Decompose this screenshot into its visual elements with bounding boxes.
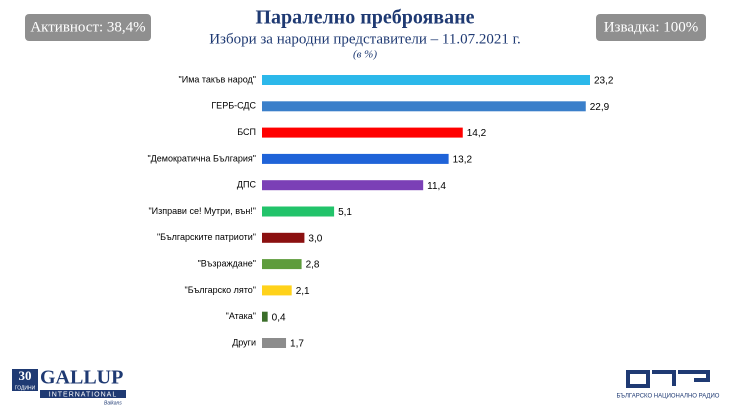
- bnr-logo: [626, 370, 710, 388]
- category-label: "Българските патриоти": [157, 232, 256, 242]
- category-label: Други: [232, 337, 256, 347]
- logo-text: БЪЛГАРСКО НАЦИОНАЛНО РАДИО: [617, 394, 720, 400]
- value-label: 22,9: [590, 102, 610, 113]
- logo-text: ГОДИНИ: [15, 385, 36, 391]
- value-label: 23,2: [594, 76, 614, 87]
- chart-title: Паралелно преброяване: [256, 7, 475, 29]
- value-label: 3,0: [308, 233, 322, 244]
- bar: [262, 311, 268, 322]
- bar: [262, 180, 424, 191]
- category-label: "Демократична България": [147, 153, 256, 163]
- category-label: "Българско лято": [185, 285, 256, 295]
- value-label: 13,2: [453, 155, 473, 166]
- category-label: ГЕРБ-СДС: [211, 101, 256, 111]
- category-label: "Възраждане": [198, 258, 256, 268]
- sample-badge: Извадка: 100%: [604, 19, 699, 35]
- logo-box: [12, 369, 38, 391]
- badge-bg: [25, 14, 151, 41]
- bar: [262, 127, 463, 138]
- bar: [262, 232, 305, 243]
- bar: [262, 206, 335, 217]
- category-label: "Атака": [226, 311, 256, 321]
- bar: [262, 153, 449, 164]
- bar: [262, 75, 590, 85]
- value-label: 14,2: [467, 128, 487, 139]
- logo-text: Balkans: [104, 400, 122, 406]
- category-label: "Изправи се! Мутри, вън!": [148, 206, 256, 216]
- unit-note: (в %): [353, 49, 377, 61]
- category-label: "Има такъв народ": [179, 74, 256, 84]
- value-label: 5,1: [338, 207, 352, 218]
- logo-band: [40, 390, 126, 398]
- turnout-badge: Активност: 38,4%: [30, 19, 145, 35]
- category-label: ДПС: [237, 180, 257, 190]
- value-label: 11,4: [427, 181, 446, 192]
- badge-bg: [596, 14, 706, 41]
- value-label: 1,7: [290, 339, 304, 350]
- category-label: БСП: [237, 127, 256, 137]
- bar: [262, 338, 287, 348]
- logo-text: GALLUP: [40, 367, 123, 389]
- bar: [262, 285, 292, 296]
- bar: [262, 259, 302, 270]
- value-label: 0,4: [272, 312, 286, 323]
- value-label: 2,1: [296, 286, 310, 297]
- value-label: 2,8: [306, 260, 320, 271]
- chart-subtitle: Избори за народни представители – 11.07.…: [209, 31, 521, 47]
- logo-text: INTERNATIONAL: [49, 391, 118, 398]
- logo-text: 30: [19, 368, 32, 383]
- bar: [262, 101, 586, 112]
